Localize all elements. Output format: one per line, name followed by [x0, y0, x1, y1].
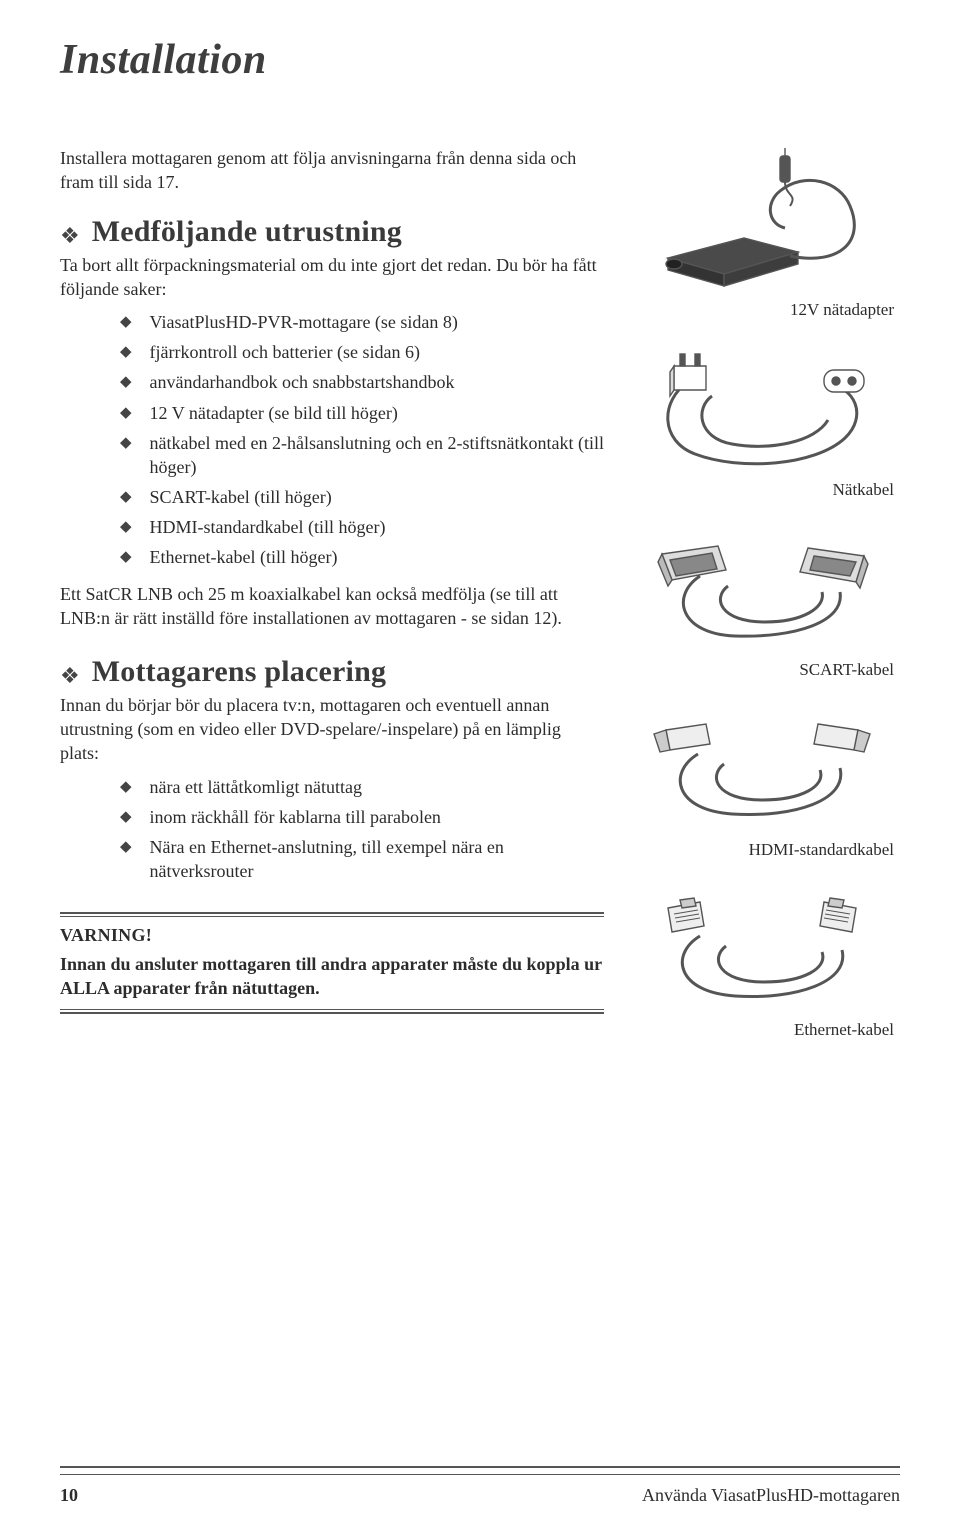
section-2-header: ❖ Mottagarens placering — [60, 655, 604, 689]
list-item: ◆ nära ett lättåtkomligt nätuttag — [60, 772, 604, 802]
list-item: ◆ SCART-kabel (till höger) — [60, 482, 604, 512]
figure-ethernet: Ethernet-kabel — [620, 886, 900, 1040]
divider — [60, 1474, 900, 1475]
list-item: ◆ ViasatPlusHD-PVR-mottagare (se sidan 8) — [60, 307, 604, 337]
section-2-heading: Mottagarens placering — [92, 655, 386, 689]
power-cable-icon — [620, 346, 900, 476]
page-footer: 10 Använda ViasatPlusHD-mottagaren — [0, 1466, 960, 1506]
figure-mains: Nätkabel — [620, 346, 900, 500]
divider — [60, 1466, 900, 1468]
page-container: Installation Installera mottagaren genom… — [0, 0, 960, 1066]
figure-caption: Nätkabel — [620, 480, 900, 500]
diamond-solid-icon: ◆ — [120, 515, 132, 539]
list-item: ◆ HDMI-standardkabel (till höger) — [60, 512, 604, 542]
page-number: 10 — [60, 1485, 78, 1506]
diamond-solid-icon: ◆ — [120, 431, 132, 455]
list-item-label: nätkabel med en 2-hålsanslutning och en … — [150, 431, 604, 479]
list-item-label: Nära en Ethernet-anslutning, till exempe… — [150, 835, 604, 883]
diamond-solid-icon: ◆ — [120, 370, 132, 394]
figure-scart: SCART-kabel — [620, 526, 900, 680]
warning-block: VARNING! Innan du ansluter mottagaren ti… — [60, 912, 604, 1014]
section-2-list: ◆ nära ett lättåtkomligt nätuttag ◆ inom r… — [60, 772, 604, 886]
diamond-solid-icon: ◆ — [120, 485, 132, 509]
list-item-label: inom räckhåll för kablarna till parabole… — [150, 805, 441, 829]
figure-caption: SCART-kabel — [620, 660, 900, 680]
intro-text: Installera mottagaren genom att följa an… — [60, 146, 604, 195]
figure-adapter: 12V nätadapter — [620, 146, 900, 320]
diamond-outline-icon: ❖ — [60, 225, 80, 247]
list-item: ◆ 12 V nätadapter (se bild till höger) — [60, 398, 604, 428]
hdmi-cable-icon — [620, 706, 900, 836]
diamond-solid-icon: ◆ — [120, 835, 132, 859]
page-title: Installation — [60, 36, 900, 84]
ethernet-cable-icon — [620, 886, 900, 1016]
section-1-lead: Ta bort allt förpackningsmaterial om du … — [60, 253, 604, 302]
list-item-label: Ethernet-kabel (till höger) — [150, 545, 338, 569]
divider — [60, 912, 604, 914]
figure-caption: 12V nätadapter — [620, 300, 900, 320]
figure-caption: Ethernet-kabel — [620, 1020, 900, 1040]
list-item: ◆ Ethernet-kabel (till höger) — [60, 542, 604, 572]
list-item: ◆ fjärrkontroll och batterier (se sidan 6… — [60, 337, 604, 367]
warning-body: Innan du ansluter mottagaren till andra … — [60, 952, 604, 1001]
section-1-list: ◆ ViasatPlusHD-PVR-mottagare (se sidan 8)… — [60, 307, 604, 572]
divider — [60, 1012, 604, 1014]
diamond-solid-icon: ◆ — [120, 401, 132, 425]
diamond-outline-icon: ❖ — [60, 665, 80, 687]
right-column: 12V nätadapter — [620, 146, 900, 1066]
divider — [60, 1009, 604, 1010]
diamond-solid-icon: ◆ — [120, 775, 132, 799]
section-2-lead: Innan du börjar bör du placera tv:n, mot… — [60, 693, 604, 766]
section-1-header: ❖ Medföljande utrustning — [60, 215, 604, 249]
diamond-solid-icon: ◆ — [120, 340, 132, 364]
list-item: ◆ nätkabel med en 2-hålsanslutning och en… — [60, 428, 604, 482]
section-1-after: Ett SatCR LNB och 25 m koaxialkabel kan … — [60, 582, 604, 631]
warning-heading: VARNING! — [60, 925, 604, 946]
list-item-label: 12 V nätadapter (se bild till höger) — [150, 401, 398, 425]
content-columns: Installera mottagaren genom att följa an… — [60, 146, 900, 1066]
list-item-label: nära ett lättåtkomligt nätuttag — [150, 775, 362, 799]
diamond-solid-icon: ◆ — [120, 805, 132, 829]
list-item-label: fjärrkontroll och batterier (se sidan 6) — [150, 340, 420, 364]
footer-label: Använda ViasatPlusHD-mottagaren — [642, 1485, 900, 1506]
scart-cable-icon — [620, 526, 900, 656]
list-item-label: SCART-kabel (till höger) — [150, 485, 332, 509]
list-item: ◆ användarhandbok och snabbstartshandbok — [60, 367, 604, 397]
list-item: ◆ inom räckhåll för kablarna till parabol… — [60, 802, 604, 832]
figure-hdmi: HDMI-standardkabel — [620, 706, 900, 860]
list-item: ◆ Nära en Ethernet-anslutning, till exemp… — [60, 832, 604, 886]
diamond-solid-icon: ◆ — [120, 545, 132, 569]
figure-caption: HDMI-standardkabel — [620, 840, 900, 860]
adapter-icon — [620, 146, 900, 296]
diamond-solid-icon: ◆ — [120, 310, 132, 334]
list-item-label: ViasatPlusHD-PVR-mottagare (se sidan 8) — [150, 310, 458, 334]
divider — [60, 916, 604, 917]
list-item-label: användarhandbok och snabbstartshandbok — [150, 370, 455, 394]
footer-row: 10 Använda ViasatPlusHD-mottagaren — [60, 1485, 900, 1506]
list-item-label: HDMI-standardkabel (till höger) — [150, 515, 386, 539]
left-column: Installera mottagaren genom att följa an… — [60, 146, 604, 1066]
section-1-heading: Medföljande utrustning — [92, 215, 402, 249]
